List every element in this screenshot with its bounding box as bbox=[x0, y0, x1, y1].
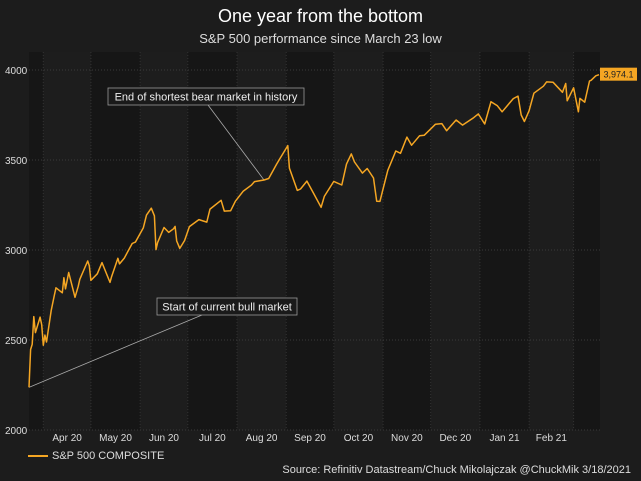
plot-band bbox=[286, 52, 334, 430]
y-tick-label: 2500 bbox=[5, 336, 28, 347]
legend-label: S&P 500 COMPOSITE bbox=[52, 450, 165, 462]
y-tick-label: 4000 bbox=[5, 66, 28, 77]
plot-band bbox=[333, 52, 384, 430]
plot-band bbox=[90, 52, 141, 430]
annotation-text: Start of current bull market bbox=[162, 302, 292, 314]
plot-band bbox=[43, 52, 91, 430]
y-tick-label: 3000 bbox=[5, 246, 28, 257]
legend-swatch bbox=[28, 455, 48, 457]
x-tick-label: Apr 20 bbox=[52, 433, 82, 444]
x-tick-label: Jul 20 bbox=[199, 433, 226, 444]
legend: S&P 500 COMPOSITE bbox=[28, 450, 164, 462]
x-tick-label: Dec 20 bbox=[439, 433, 471, 444]
y-tick-label: 3500 bbox=[5, 156, 28, 167]
plot-band bbox=[187, 52, 237, 430]
x-tick-label: May 20 bbox=[99, 433, 132, 444]
last-value-badge bbox=[600, 67, 637, 81]
chart-subtitle: S&P 500 performance since March 23 low bbox=[199, 31, 442, 46]
x-tick-label: Sep 20 bbox=[294, 433, 326, 444]
annotation-leader-line bbox=[28, 314, 203, 388]
annotation-box bbox=[107, 87, 305, 106]
chart-title: One year from the bottom bbox=[217, 6, 424, 26]
plot-band bbox=[383, 52, 431, 430]
source-note: Source: Refinitiv Datastream/Chuck Mikol… bbox=[282, 464, 631, 476]
plot-band bbox=[529, 52, 574, 430]
plot-band bbox=[236, 52, 287, 430]
x-tick-label: Jan 21 bbox=[490, 433, 520, 444]
annotation-leader-line bbox=[207, 104, 265, 181]
x-tick-label: Feb 21 bbox=[536, 433, 568, 444]
plot-band bbox=[29, 52, 44, 430]
plot-band bbox=[430, 52, 480, 430]
plot-band bbox=[573, 52, 600, 430]
x-tick-label: Oct 20 bbox=[344, 433, 374, 444]
x-tick-label: Jun 20 bbox=[149, 433, 179, 444]
y-tick-label: 2000 bbox=[5, 426, 28, 437]
plot-band bbox=[140, 52, 188, 430]
series-line-sp500 bbox=[28, 73, 600, 388]
x-tick-label: Aug 20 bbox=[246, 433, 278, 444]
x-tick-label: Nov 20 bbox=[391, 433, 423, 444]
annotation-box bbox=[156, 297, 298, 316]
last-value-label: 3,974.1 bbox=[603, 70, 633, 80]
annotation-text: End of shortest bear market in history bbox=[115, 92, 298, 104]
